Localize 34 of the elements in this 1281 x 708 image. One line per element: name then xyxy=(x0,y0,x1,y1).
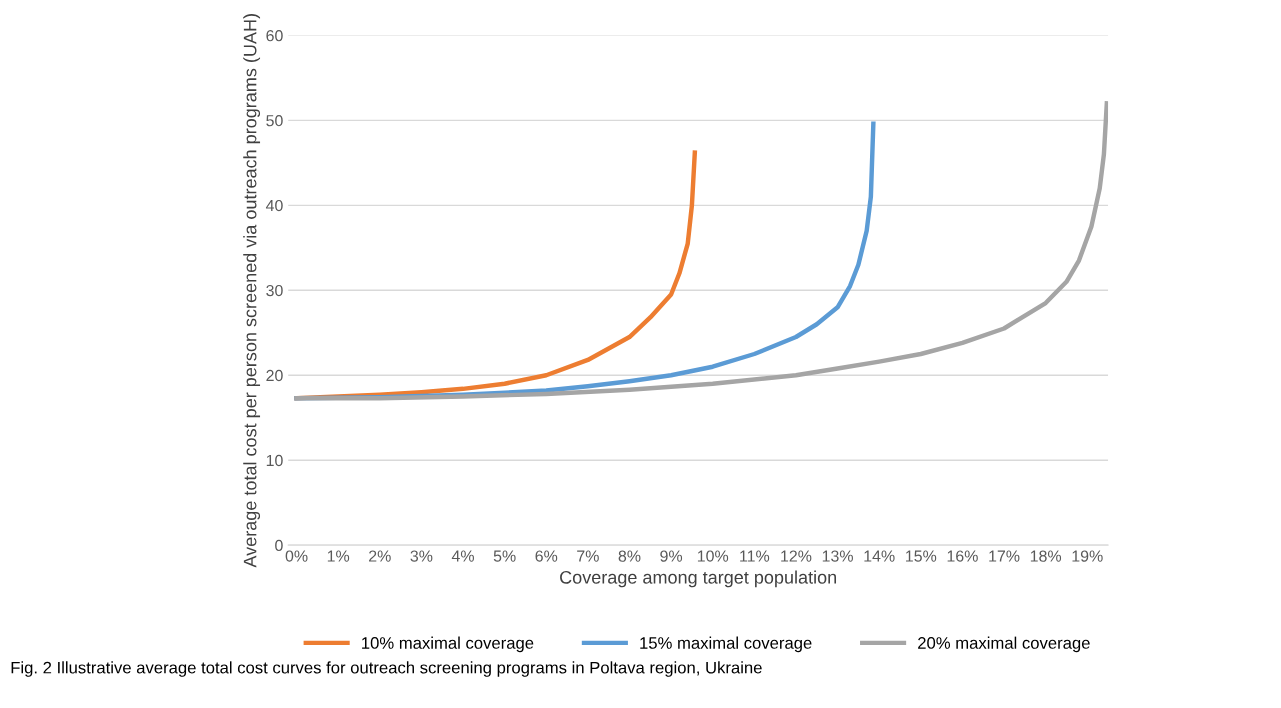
x-tick-label: 12% xyxy=(781,550,812,562)
x-tick-label: 18% xyxy=(1030,550,1062,562)
x-tick-label: 7% xyxy=(577,550,599,562)
legend-label: 10% maximal coverage xyxy=(362,636,534,653)
x-tick-label: 2% xyxy=(369,550,391,562)
y-tick-label: 60 xyxy=(266,30,283,42)
x-tick-label: 15% xyxy=(906,550,937,562)
line-series xyxy=(294,101,1109,401)
legend-label: 15% maximal coverage xyxy=(640,636,812,653)
x-tick-label: 19% xyxy=(1072,550,1103,562)
x-tick-label: 11% xyxy=(740,550,770,562)
y-tick-label: 40 xyxy=(265,199,283,212)
x-axis-title: Coverage among target population xyxy=(560,570,837,588)
x-tick-label: 0% xyxy=(285,550,308,562)
legend-label: 20% maximal coverage xyxy=(918,636,1090,653)
x-tick-label: 4% xyxy=(451,550,474,562)
y-tick-label: 20 xyxy=(266,369,283,382)
y-axis-title: Average total cost per person screened via outreach programs (UAH) xyxy=(243,14,261,568)
x-tick-label: 1% xyxy=(327,550,350,562)
x-tick-label: 5% xyxy=(493,550,516,562)
x-tick-label: 3% xyxy=(410,550,433,562)
x-tick-label: 6% xyxy=(535,550,558,562)
x-tick-label: 10% xyxy=(697,550,729,562)
y-tick-label: 30 xyxy=(266,284,283,297)
y-tick-label: 10 xyxy=(266,454,283,467)
y-tick-label: 50 xyxy=(266,114,283,127)
x-tick-label: 14% xyxy=(864,550,895,562)
x-tick-label: 17% xyxy=(989,550,1020,562)
y-tick-label: 0 xyxy=(275,539,283,552)
x-tick-label: 9% xyxy=(660,550,683,562)
x-tick-label: 13% xyxy=(822,550,853,562)
x-tick-label: 16% xyxy=(947,550,978,562)
x-tick-label: 8% xyxy=(618,550,641,562)
caption: Fig. 2 Illustrative average total cost curves for outreach screening programs in Poltava region, Ukraine xyxy=(11,661,762,677)
